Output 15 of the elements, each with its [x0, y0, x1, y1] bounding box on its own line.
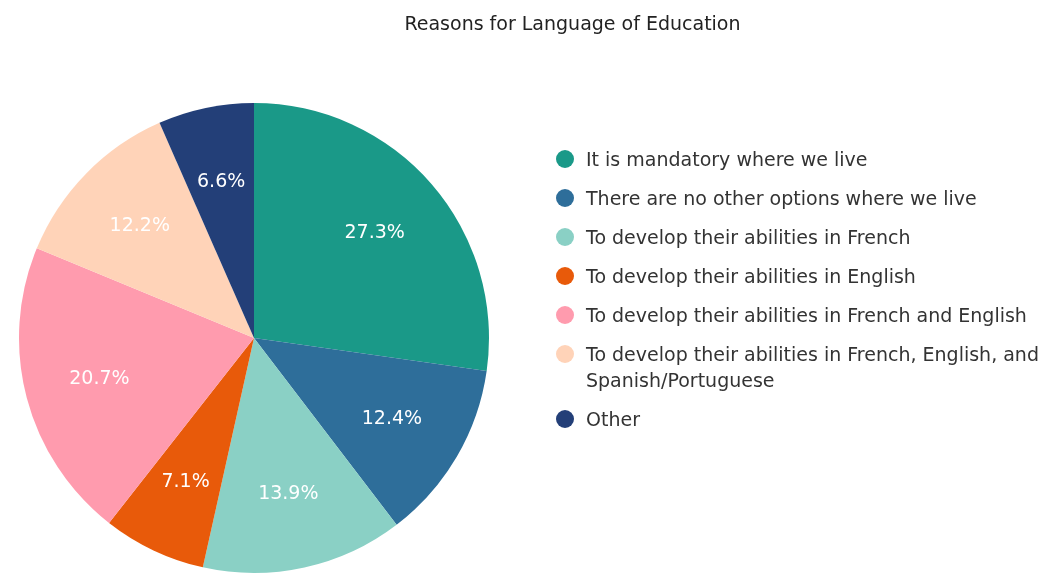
legend-label: Other [586, 407, 640, 432]
data-label: 7.1% [161, 469, 210, 492]
legend-label: To develop their abilities in English [586, 264, 916, 289]
legend-label: To develop their abilities in French and English [586, 303, 1027, 328]
legend-label: There are no other options where we live [586, 186, 977, 211]
data-label: 12.2% [109, 213, 170, 236]
data-label: 12.4% [361, 405, 423, 428]
data-label: 13.9% [258, 481, 319, 504]
chart-title: Reasons for Language of Education [403, 12, 742, 34]
legend-label: To develop their abilities in French [586, 225, 911, 250]
data-label: 6.6% [197, 168, 246, 191]
data-label: 27.3% [344, 220, 405, 243]
data-label: 20.7% [69, 365, 130, 388]
legend-label: To develop their abilities in French, English, and Spanish/Portuguese [586, 342, 1040, 393]
legend-label: It is mandatory where we live [586, 147, 868, 172]
